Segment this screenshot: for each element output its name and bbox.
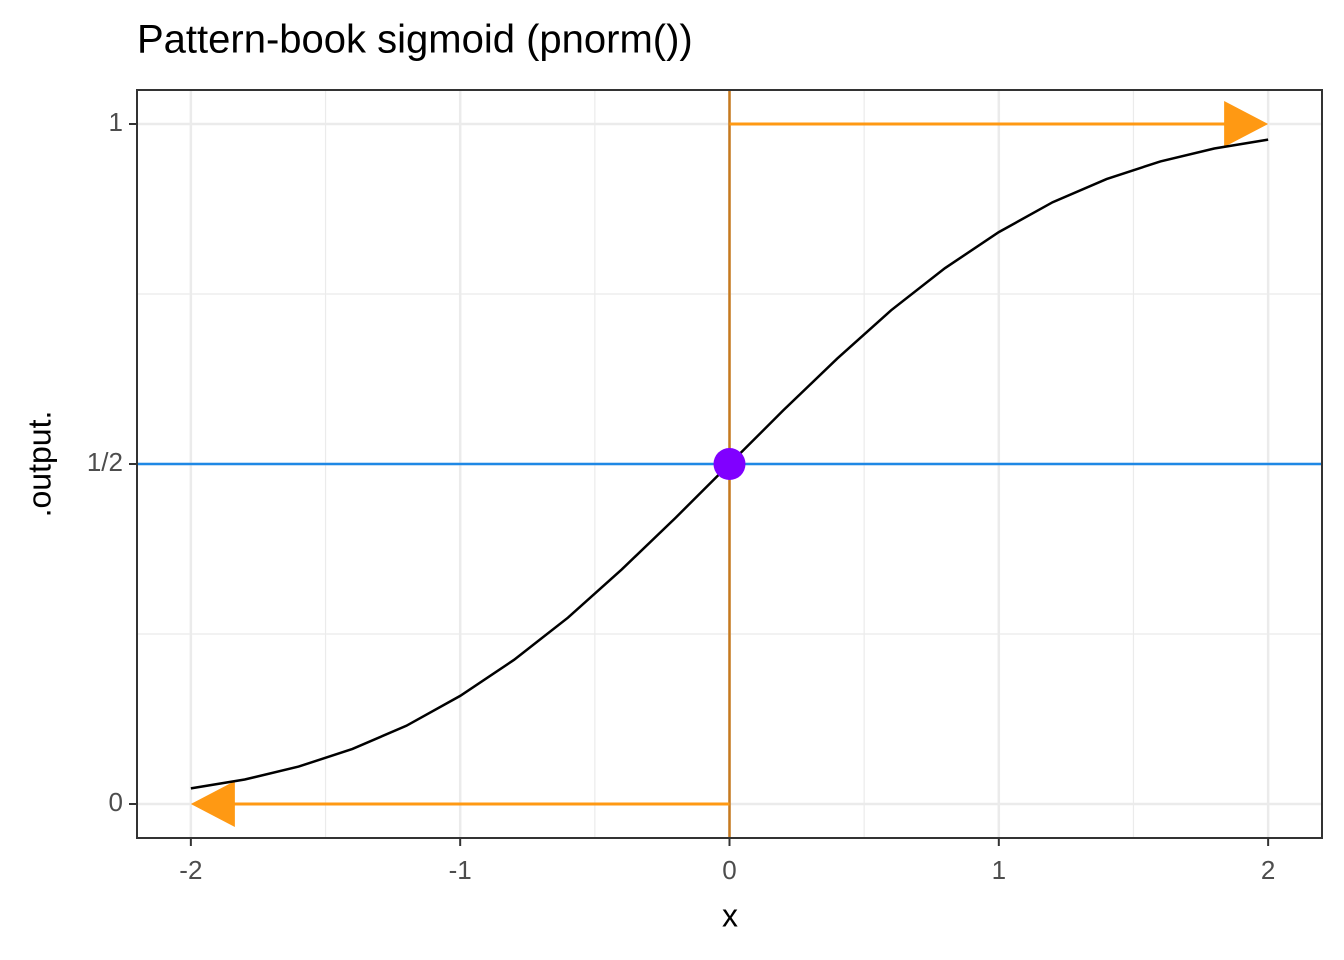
arrow-head bbox=[190, 781, 235, 827]
x-tick-label: 0 bbox=[722, 855, 736, 885]
x-tick-label: 2 bbox=[1261, 855, 1275, 885]
chart-title: Pattern-book sigmoid (pnorm()) bbox=[137, 18, 693, 62]
x-tick-label: -2 bbox=[179, 855, 202, 885]
point bbox=[713, 448, 746, 480]
y-axis-title: .output. bbox=[21, 411, 57, 518]
x-axis-title: x bbox=[722, 897, 738, 933]
x-tick-label: -1 bbox=[449, 855, 472, 885]
panel-border bbox=[136, 89, 1323, 839]
y-tick-label: 0 bbox=[109, 787, 123, 817]
arrow-head bbox=[1224, 101, 1269, 147]
x-tick-label: 1 bbox=[992, 855, 1006, 885]
y-tick-label: 1/2 bbox=[87, 447, 123, 477]
y-tick-label: 1 bbox=[109, 107, 123, 137]
